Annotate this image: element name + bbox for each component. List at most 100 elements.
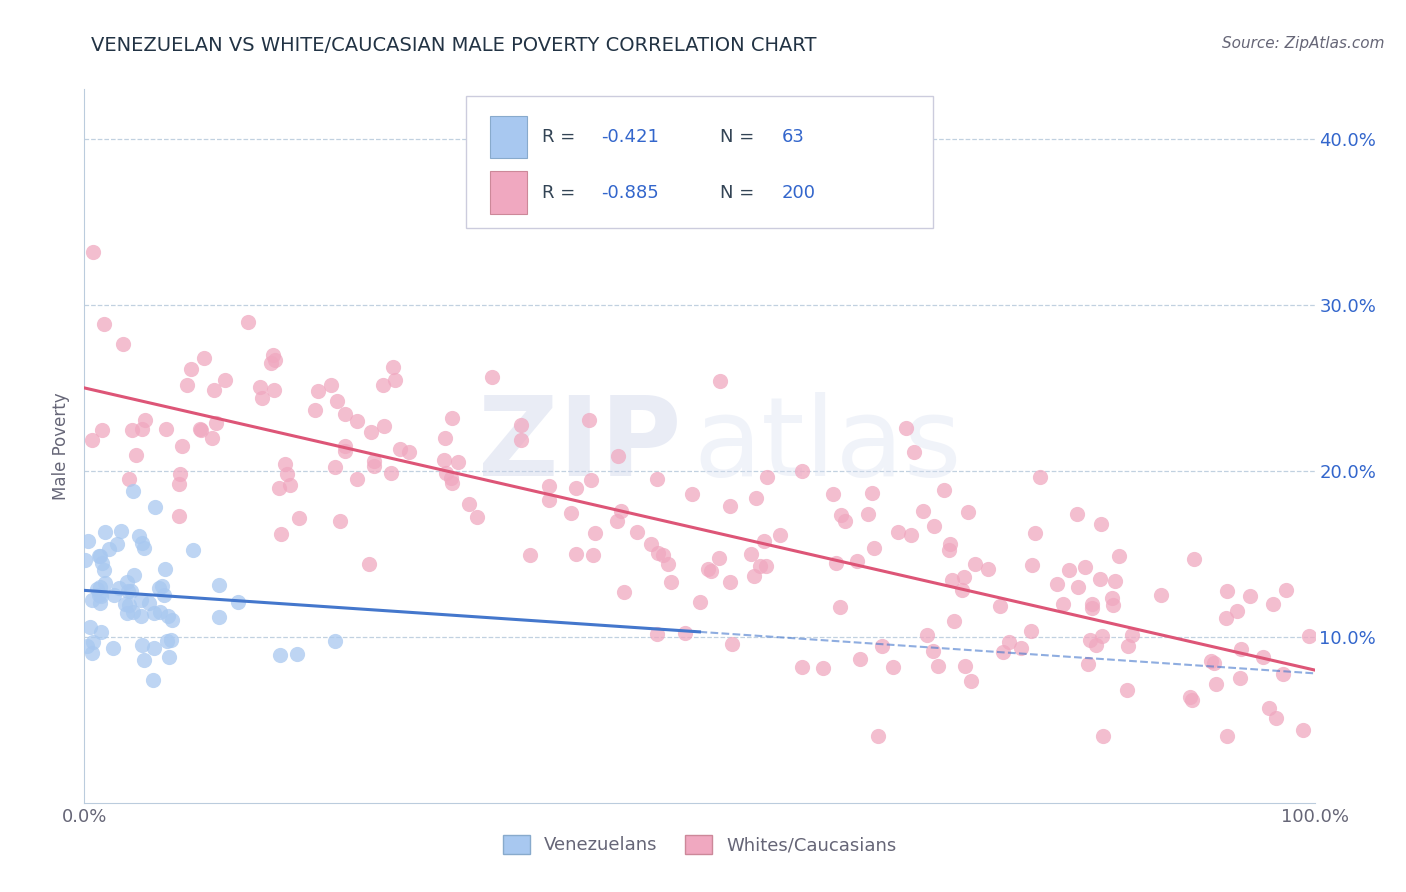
Point: [90, 556, 112, 570]
Point: [269, 648, 291, 662]
Point: [207, 578, 229, 592]
Point: [1081, 597, 1104, 611]
Point: [176, 377, 198, 392]
Point: [304, 403, 326, 417]
Point: [1102, 598, 1125, 612]
Bar: [491, 171, 527, 214]
Point: [433, 453, 456, 467]
Point: [236, 315, 259, 329]
Point: [335, 439, 357, 453]
Point: [98, 541, 121, 556]
Text: atlas: atlas: [693, 392, 962, 500]
Point: [121, 605, 143, 619]
Point: [329, 514, 352, 528]
Point: [509, 418, 531, 433]
Point: [882, 659, 904, 673]
Point: [689, 594, 711, 608]
Point: [1251, 650, 1274, 665]
Text: 200: 200: [782, 184, 815, 202]
Bar: [491, 116, 527, 159]
Point: [886, 525, 908, 540]
Point: [122, 567, 145, 582]
Point: [131, 639, 153, 653]
Point: [77, 534, 100, 549]
Point: [142, 640, 165, 655]
Point: [657, 557, 679, 571]
Point: [1182, 552, 1205, 566]
Point: [143, 500, 166, 514]
Point: [769, 528, 792, 542]
Text: Source: ZipAtlas.com: Source: ZipAtlas.com: [1222, 36, 1385, 51]
Point: [866, 730, 889, 744]
Point: [125, 448, 148, 462]
Point: [226, 594, 249, 608]
Point: [790, 464, 813, 478]
Point: [170, 439, 193, 453]
Point: [269, 481, 291, 495]
Point: [1149, 588, 1171, 602]
Point: [813, 661, 835, 675]
Point: [359, 557, 381, 571]
Point: [1230, 642, 1253, 657]
Point: [169, 467, 191, 481]
Point: [565, 547, 588, 561]
FancyBboxPatch shape: [465, 96, 934, 228]
Point: [270, 527, 292, 541]
Point: [560, 506, 582, 520]
Point: [180, 362, 202, 376]
Point: [1108, 549, 1130, 564]
Point: [118, 472, 141, 486]
Point: [990, 599, 1012, 614]
Point: [1204, 656, 1226, 670]
Point: [325, 634, 347, 648]
Point: [519, 548, 541, 562]
Point: [1116, 640, 1139, 654]
Point: [1258, 701, 1281, 715]
Point: [89, 588, 111, 602]
Point: [118, 598, 141, 612]
Point: [285, 648, 308, 662]
Point: [373, 419, 395, 434]
Point: [626, 524, 648, 539]
Point: [1088, 573, 1111, 587]
Point: [721, 637, 744, 651]
Point: [1078, 632, 1101, 647]
Point: [613, 585, 636, 599]
Point: [1215, 611, 1237, 625]
Point: [697, 562, 720, 576]
Point: [1115, 683, 1137, 698]
Point: [647, 546, 669, 560]
Point: [709, 550, 731, 565]
Point: [1216, 730, 1239, 744]
Point: [1271, 666, 1294, 681]
Point: [202, 383, 225, 397]
Point: [388, 442, 411, 457]
Text: R =: R =: [543, 184, 581, 202]
Point: [441, 476, 464, 491]
Point: [740, 547, 762, 561]
Point: [845, 554, 868, 568]
Point: [752, 534, 775, 549]
Point: [129, 592, 152, 607]
Point: [276, 467, 298, 481]
Point: [323, 460, 346, 475]
Point: [1292, 723, 1315, 738]
Point: [260, 356, 283, 370]
Point: [862, 541, 884, 555]
Point: [190, 423, 212, 437]
Point: [1091, 629, 1114, 643]
Point: [991, 645, 1014, 659]
Point: [610, 503, 633, 517]
Point: [214, 373, 236, 387]
Point: [1261, 597, 1284, 611]
Point: [150, 579, 173, 593]
Point: [89, 590, 111, 604]
Point: [249, 380, 271, 394]
Text: 63: 63: [782, 128, 804, 146]
Point: [87, 549, 110, 564]
Point: [263, 383, 285, 397]
Point: [363, 454, 385, 468]
Point: [134, 412, 156, 426]
Point: [159, 632, 181, 647]
Point: [953, 570, 976, 584]
